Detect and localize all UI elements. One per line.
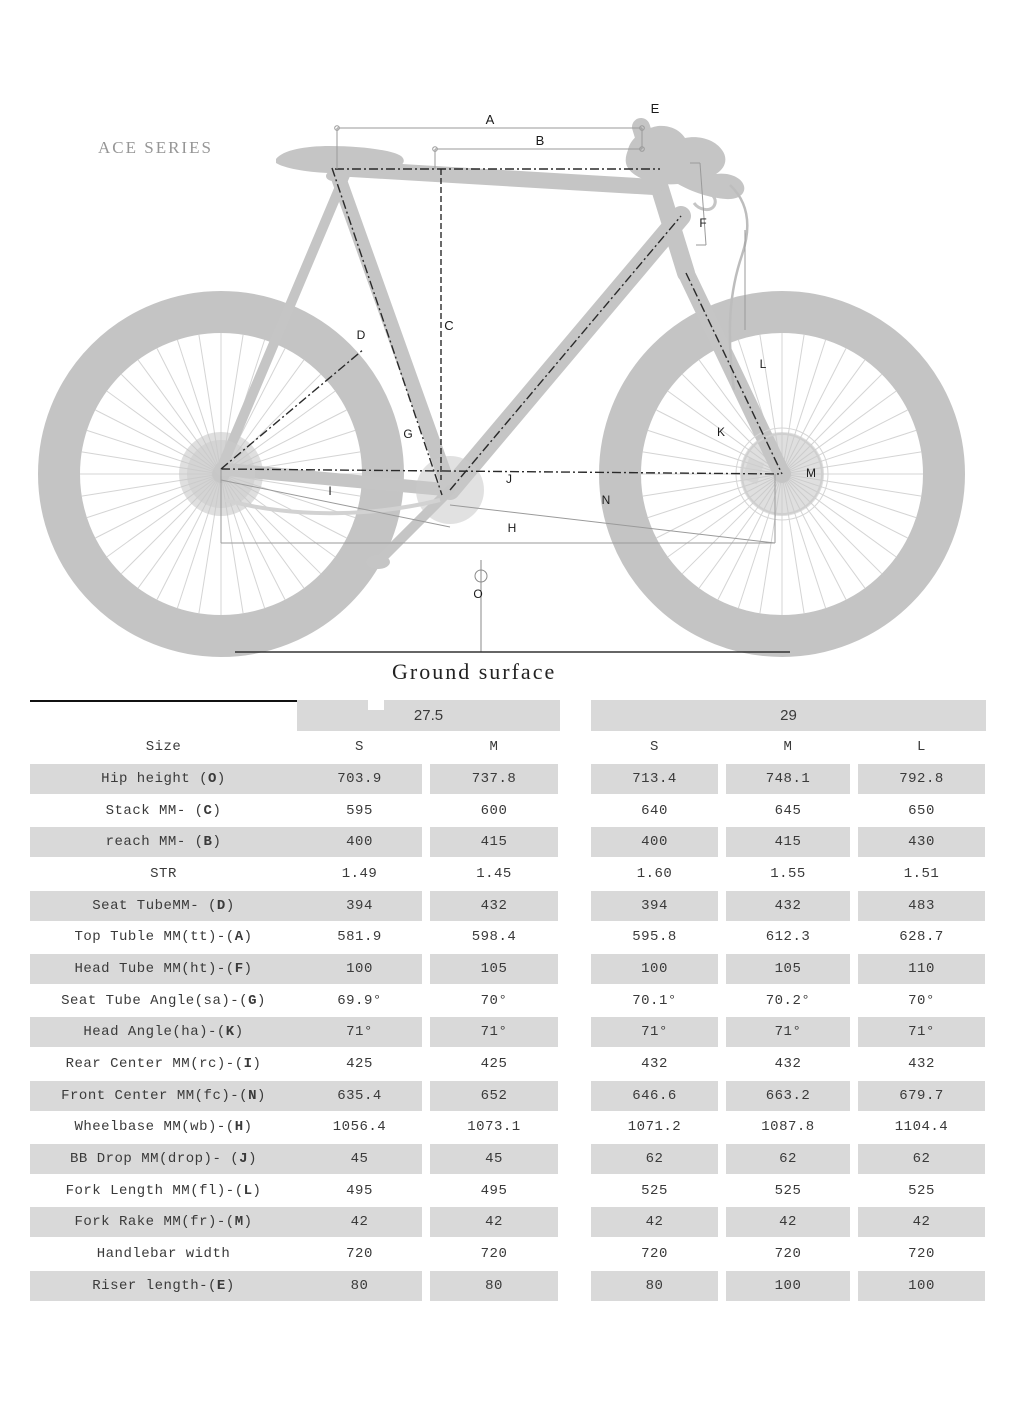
svg-text:E: E — [651, 101, 660, 116]
svg-text:K: K — [717, 425, 725, 439]
svg-text:I: I — [328, 484, 331, 498]
svg-text:C: C — [444, 318, 453, 333]
svg-text:J: J — [506, 472, 512, 486]
svg-text:H: H — [508, 521, 517, 535]
svg-text:B: B — [536, 133, 545, 148]
svg-text:L: L — [760, 357, 767, 371]
svg-text:D: D — [357, 328, 366, 342]
svg-text:O: O — [473, 587, 482, 601]
svg-text:M: M — [806, 466, 816, 480]
svg-text:N: N — [602, 493, 611, 507]
svg-text:F: F — [699, 216, 706, 230]
svg-text:A: A — [486, 112, 495, 127]
svg-text:G: G — [403, 427, 412, 441]
